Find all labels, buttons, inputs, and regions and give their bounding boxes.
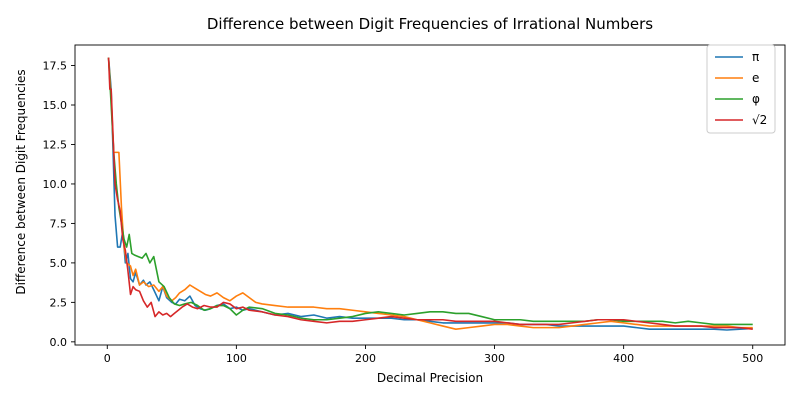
y-tick-label: 15.0 — [43, 99, 68, 112]
x-tick-label: 500 — [742, 352, 763, 365]
x-tick-label: 100 — [226, 352, 247, 365]
chart-title: Difference between Digit Frequencies of … — [207, 15, 653, 33]
x-axis-label: Decimal Precision — [377, 371, 483, 385]
y-tick-label: 12.5 — [43, 138, 68, 151]
plot-frame — [74, 44, 786, 346]
y-tick-label: 7.5 — [50, 217, 68, 230]
legend-label-1: e — [752, 71, 759, 85]
plot-area — [107, 57, 753, 331]
series-line-1 — [107, 57, 753, 331]
axes: 0 100 200 300 400 500 0.0 2.5 5.0 7.5 10.0 12.5 15.0… — [43, 44, 786, 365]
y-tick-label: 2.5 — [50, 296, 68, 309]
y-tick-label: 5.0 — [50, 257, 68, 270]
y-tick-label: 17.5 — [43, 60, 68, 73]
series-line-3 — [107, 57, 753, 331]
x-tick-label: 300 — [484, 352, 505, 365]
legend-box — [706, 44, 776, 134]
y-tick-label: 10.0 — [43, 178, 68, 191]
y-tick-label: 0.0 — [50, 336, 68, 349]
legend-label-0: π — [752, 50, 759, 64]
x-tick-label: 400 — [613, 352, 634, 365]
y-axis-label: Difference between Digit Frequencies — [14, 69, 28, 294]
legend-label-3: √2 — [752, 113, 767, 127]
series-line-0 — [107, 57, 753, 331]
x-tick-label: 0 — [104, 352, 111, 365]
x-tick-label: 200 — [355, 352, 376, 365]
legend: πeφ √2 — [706, 44, 776, 134]
legend-label-2: φ — [752, 92, 760, 106]
